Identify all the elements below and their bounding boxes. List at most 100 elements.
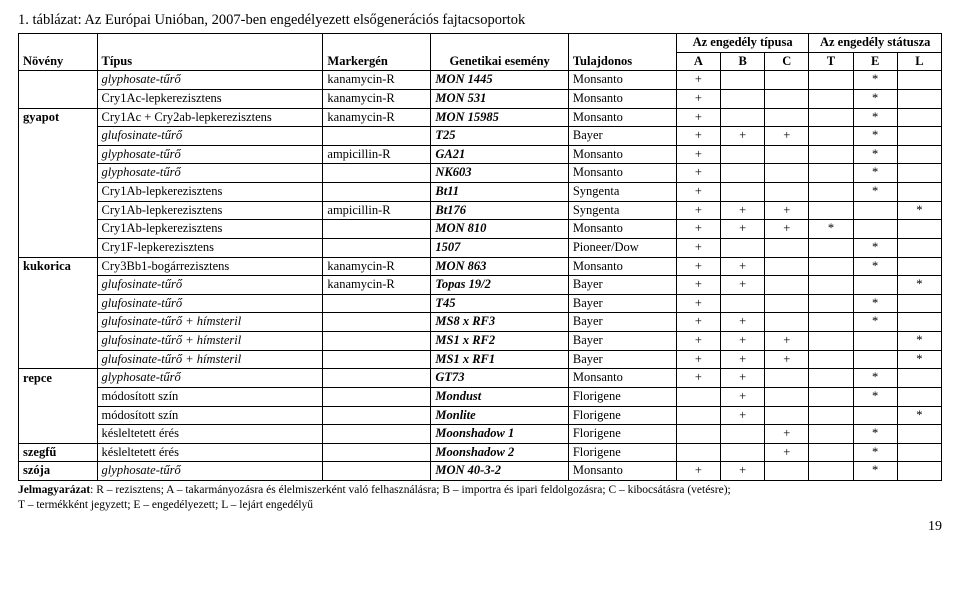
cell: +	[765, 127, 809, 146]
cell: +	[765, 443, 809, 462]
table-row: Cry1Ab-lepkerezisztensampicillin-RBt176S…	[19, 201, 942, 220]
cell: kanamycin-R	[323, 108, 431, 127]
cell	[323, 127, 431, 146]
cell	[853, 350, 897, 369]
th-permit-status: Az engedély státusza	[809, 34, 942, 53]
cell	[765, 257, 809, 276]
cell	[19, 425, 98, 444]
table-row: glyphosate-tűrőampicillin-RGA21Monsanto+…	[19, 145, 942, 164]
page-number: 19	[18, 519, 942, 535]
cell: +	[676, 238, 720, 257]
cell	[809, 462, 853, 481]
cell	[853, 332, 897, 351]
cell: +	[676, 462, 720, 481]
cell	[853, 201, 897, 220]
cell: +	[676, 108, 720, 127]
table-row: glyphosate-tűrőkanamycin-RMON 1445Monsan…	[19, 71, 942, 90]
cell: glufosinate-tűrő	[97, 276, 323, 295]
th-event: Genetikai esemény	[431, 34, 568, 71]
cell: T45	[431, 294, 568, 313]
cell: Syngenta	[568, 183, 676, 202]
cell	[19, 406, 98, 425]
table-row: kukoricaCry3Bb1-bogárrezisztenskanamycin…	[19, 257, 942, 276]
cell: +	[765, 425, 809, 444]
cell	[765, 313, 809, 332]
legend-line2: T – termékként jegyzett; E – engedélyeze…	[18, 499, 313, 511]
cell	[19, 238, 98, 257]
cell: kanamycin-R	[323, 257, 431, 276]
cell: Florigene	[568, 406, 676, 425]
cell	[765, 89, 809, 108]
cell: MON 810	[431, 220, 568, 239]
cell: glufosinate-tűrő + hímsteril	[97, 332, 323, 351]
table-row: módosított színMonliteFlorigene+*	[19, 406, 942, 425]
cell: +	[676, 257, 720, 276]
cell: Monsanto	[568, 462, 676, 481]
cell: Monsanto	[568, 145, 676, 164]
cell: glyphosate-tűrő	[97, 164, 323, 183]
cell: MON 863	[431, 257, 568, 276]
cell: Bt11	[431, 183, 568, 202]
cell	[809, 108, 853, 127]
table-title: 1. táblázat: Az Európai Unióban, 2007-be…	[18, 12, 942, 29]
cell: Monsanto	[568, 71, 676, 90]
cell: +	[676, 71, 720, 90]
cell: *	[853, 369, 897, 388]
cell	[721, 425, 765, 444]
cell: +	[676, 294, 720, 313]
cell	[721, 71, 765, 90]
th-marker: Markergén	[323, 34, 431, 71]
cell: *	[853, 89, 897, 108]
cell: Monsanto	[568, 89, 676, 108]
cell	[323, 220, 431, 239]
cell: NK603	[431, 164, 568, 183]
cell	[721, 443, 765, 462]
cell: T25	[431, 127, 568, 146]
cell: *	[853, 164, 897, 183]
cell	[809, 276, 853, 295]
cell: *	[897, 350, 941, 369]
cell	[897, 145, 941, 164]
cell	[765, 71, 809, 90]
cell	[809, 443, 853, 462]
cell: Topas 19/2	[431, 276, 568, 295]
table-row: glufosinate-tűrőkanamycin-RTopas 19/2Bay…	[19, 276, 942, 295]
cell: *	[897, 276, 941, 295]
cell: glyphosate-tűrő	[97, 71, 323, 90]
table-row: glufosinate-tűrő + hímsterilMS8 x RF3Bay…	[19, 313, 942, 332]
cell	[765, 164, 809, 183]
cell: *	[853, 108, 897, 127]
table-row: gyapotCry1Ac + Cry2ab-lepkerezisztenskan…	[19, 108, 942, 127]
cell: Cry1Ab-lepkerezisztens	[97, 201, 323, 220]
cell	[897, 220, 941, 239]
cell	[323, 406, 431, 425]
cell: +	[721, 127, 765, 146]
cell: Monlite	[431, 406, 568, 425]
cell: Monsanto	[568, 164, 676, 183]
cell	[323, 387, 431, 406]
cell	[323, 294, 431, 313]
cell	[809, 387, 853, 406]
cell: +	[676, 89, 720, 108]
cell	[809, 369, 853, 388]
cell	[897, 127, 941, 146]
cell	[323, 369, 431, 388]
cell: MS1 x RF2	[431, 332, 568, 351]
cell: +	[721, 369, 765, 388]
cell: +	[721, 350, 765, 369]
table-row: repceglyphosate-tűrőGT73Monsanto++*	[19, 369, 942, 388]
cell	[897, 89, 941, 108]
cell	[721, 89, 765, 108]
table-row: szójaglyphosate-tűrőMON 40-3-2Monsanto++…	[19, 462, 942, 481]
cell: ampicillin-R	[323, 201, 431, 220]
cell	[897, 257, 941, 276]
cell: 1507	[431, 238, 568, 257]
cell: módosított szín	[97, 406, 323, 425]
cell	[323, 462, 431, 481]
cell: +	[676, 201, 720, 220]
cell	[897, 313, 941, 332]
cell: *	[809, 220, 853, 239]
cell: *	[897, 201, 941, 220]
table-row: glyphosate-tűrőNK603Monsanto+*	[19, 164, 942, 183]
legend: Jelmagyarázat: R – rezisztens; A – takar…	[18, 483, 942, 513]
